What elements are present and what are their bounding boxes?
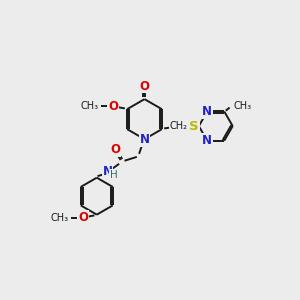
Text: O: O [78,211,88,224]
Text: N: N [202,105,212,118]
Text: O: O [108,100,118,112]
Text: CH₃: CH₃ [233,101,252,111]
Text: S: S [189,120,199,133]
Text: H: H [110,169,118,180]
Text: CH₃: CH₃ [51,213,69,223]
Text: O: O [110,143,120,157]
Text: CH₂: CH₂ [170,121,188,131]
Text: N: N [202,134,212,147]
Text: N: N [140,133,149,146]
Text: O: O [140,80,149,92]
Text: CH₃: CH₃ [81,101,99,111]
Text: N: N [103,165,112,178]
